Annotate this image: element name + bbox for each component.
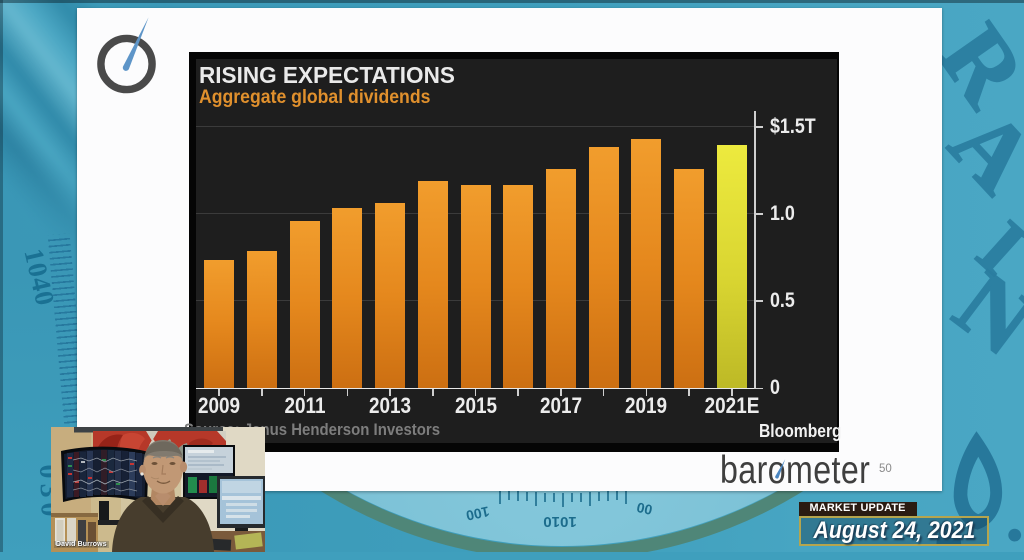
svg-text:100: 100 bbox=[464, 503, 490, 524]
svg-text:1010: 1010 bbox=[543, 513, 576, 530]
svg-text:00: 00 bbox=[635, 499, 654, 518]
